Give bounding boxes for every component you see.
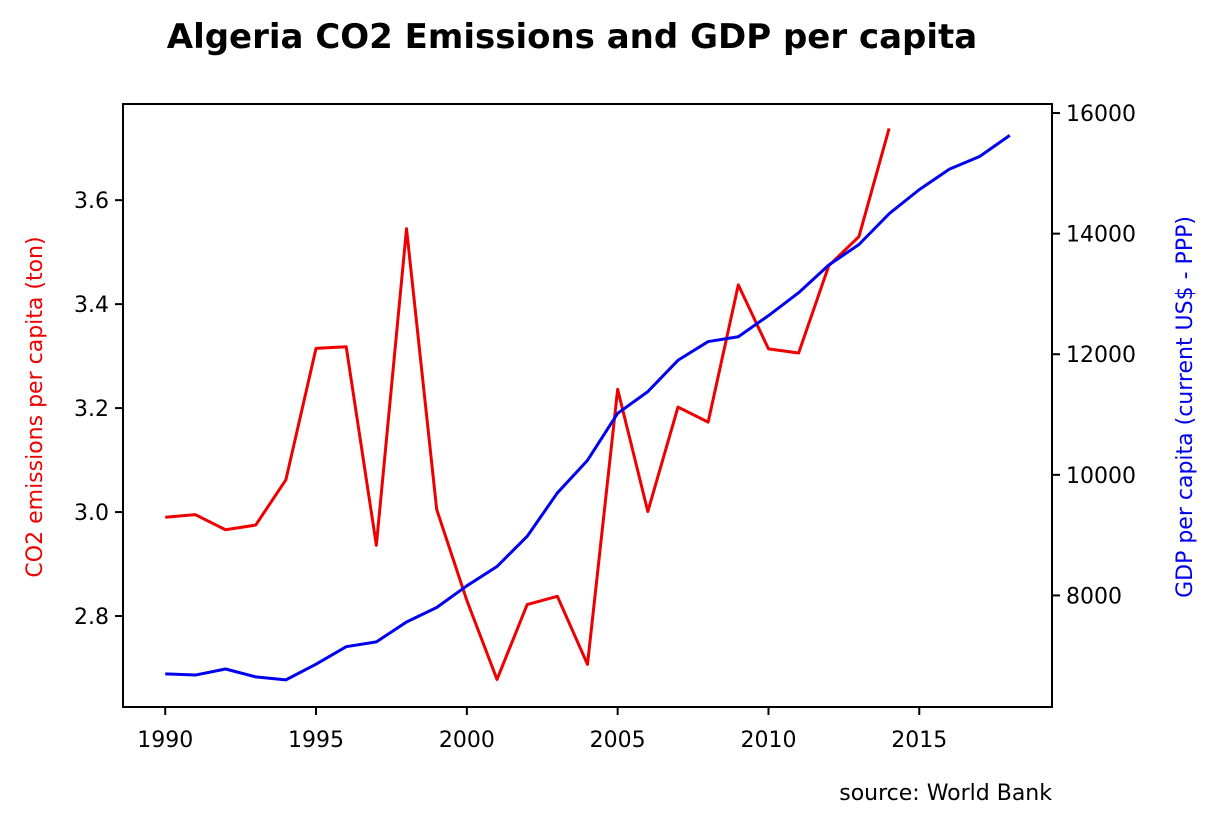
co2-series-line	[165, 128, 891, 681]
right-y-tick-label: 10000	[1066, 464, 1136, 489]
left-y-tick-label: 2.8	[74, 605, 109, 630]
left-y-axis-label: CO2 emissions per capita (ton)	[23, 236, 48, 577]
x-tick-label: 2000	[439, 728, 495, 753]
right-y-axis-label: GDP per capita (current US$ - PPP)	[1173, 216, 1198, 598]
x-tick-label: 2005	[590, 728, 646, 753]
x-tick-label: 1990	[137, 728, 193, 753]
gdp-series-line	[165, 134, 1011, 682]
right-y-tick-label: 14000	[1066, 223, 1136, 248]
source-note: source: World Bank	[839, 781, 1052, 806]
left-y-tick-label: 3.6	[74, 189, 109, 214]
left-y-tick-label: 3.0	[74, 501, 109, 526]
left-y-tick-label: 3.4	[74, 293, 109, 318]
x-axis: 1990 1995 2000 2005 2010 2015	[137, 707, 947, 753]
left-y-axis: 2.8 3.0 3.2 3.4 3.6	[74, 189, 123, 630]
x-tick-label: 1995	[288, 728, 344, 753]
plot-frame	[122, 103, 1053, 708]
left-y-tick-label: 3.2	[74, 397, 109, 422]
x-tick-label: 2015	[891, 728, 947, 753]
plot-area	[165, 128, 1011, 682]
right-y-tick-label: 16000	[1066, 102, 1136, 127]
right-y-tick-label: 12000	[1066, 343, 1136, 368]
right-y-axis: 8000 10000 12000 14000 16000	[1052, 102, 1136, 609]
chart-title: Algeria CO2 Emissions and GDP per capita	[167, 17, 978, 57]
right-y-tick-label: 8000	[1066, 584, 1122, 609]
x-tick-label: 2010	[740, 728, 796, 753]
